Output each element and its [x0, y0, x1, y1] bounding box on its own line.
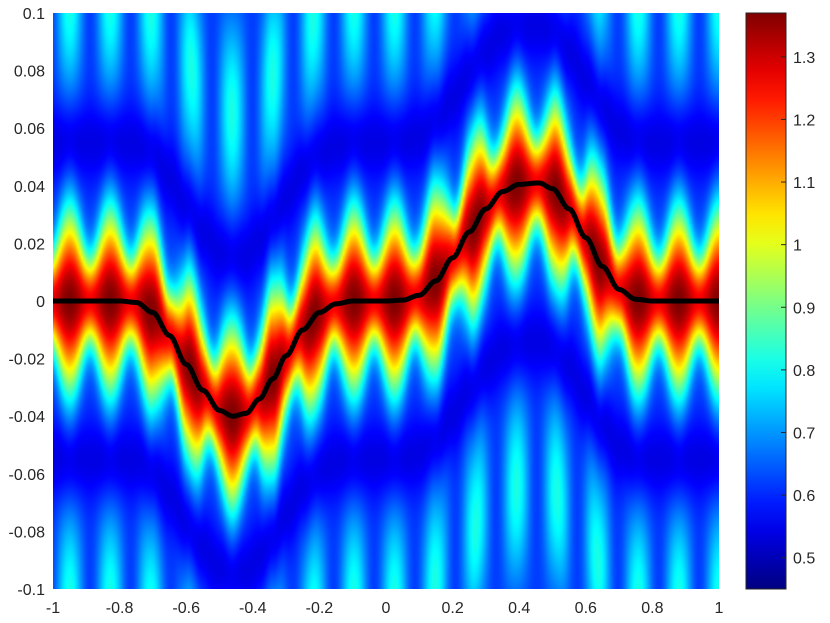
x-axis: -1 -0.8 -0.6 -0.4 -0.2 0 0.2 0.4 0.6 0.8 1 [46, 600, 724, 617]
colorbar-tick-label: 0.7 [793, 425, 815, 442]
y-axis: -0.1 -0.08 -0.06 -0.04 -0.02 0 0.02 0.04 0.06 0.0… [9, 6, 46, 599]
y-tick-label: 0.1 [23, 6, 45, 23]
y-tick-label: -0.06 [9, 467, 46, 484]
colorbar-tick-label: 1.2 [793, 112, 815, 129]
x-tick-label: 1 [715, 600, 724, 617]
x-tick-label: 0 [382, 600, 391, 617]
colorbar-tick-label: 0.5 [793, 551, 815, 568]
colorbar-ticks: 0.5 0.6 0.7 0.8 0.9 1 1.1 1.2 1.3 [781, 50, 815, 568]
y-tick-label: 0 [36, 294, 45, 311]
colorbar-tick-label: 0.6 [793, 488, 815, 505]
y-tick-label: 0.04 [14, 179, 45, 196]
colorbar-gradient [745, 12, 787, 590]
x-tick-label: -1 [46, 600, 60, 617]
displacement-curve [53, 180, 719, 419]
y-tick-label: 0.08 [14, 64, 45, 81]
colorbar-tick-label: 0.8 [793, 363, 815, 380]
y-tick-label: -0.02 [9, 352, 46, 369]
y-tick-label: -0.08 [9, 524, 46, 541]
y-tick-label: -0.1 [17, 582, 45, 599]
colorbar-tick-label: 1 [793, 238, 802, 255]
x-tick-label: 0.8 [641, 600, 663, 617]
x-tick-label: -0.8 [106, 600, 134, 617]
colorbar-tick-label: 1.3 [793, 50, 815, 67]
x-tick-label: 0.6 [575, 600, 597, 617]
x-tick-label: -0.2 [306, 600, 334, 617]
heatmap-plot-area [53, 13, 719, 589]
x-tick-label: 0.2 [441, 600, 463, 617]
x-tick-label: 0.4 [508, 600, 530, 617]
colorbar: 0.5 0.6 0.7 0.8 0.9 1 1.1 1.2 1.3 [745, 12, 815, 590]
colorbar-tick-label: 0.9 [793, 300, 815, 317]
x-tick-label: -0.4 [239, 600, 267, 617]
y-tick-label: -0.04 [9, 409, 46, 426]
colorbar-tick-label: 1.1 [793, 175, 815, 192]
x-tick-label: -0.6 [172, 600, 200, 617]
y-tick-label: 0.02 [14, 236, 45, 253]
y-tick-label: 0.06 [14, 121, 45, 138]
